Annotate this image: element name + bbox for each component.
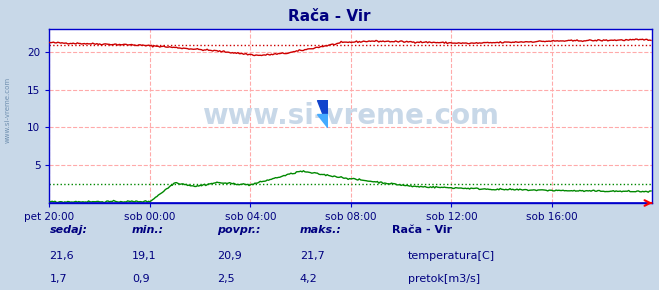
Text: 4,2: 4,2: [300, 274, 318, 284]
Text: temperatura[C]: temperatura[C]: [408, 251, 495, 261]
Polygon shape: [317, 100, 328, 128]
Polygon shape: [317, 114, 328, 128]
Text: 20,9: 20,9: [217, 251, 243, 261]
Text: sedaj:: sedaj:: [49, 225, 88, 235]
Text: Rača - Vir: Rača - Vir: [392, 225, 452, 235]
Text: povpr.:: povpr.:: [217, 225, 261, 235]
Text: www.si-vreme.com: www.si-vreme.com: [5, 77, 11, 143]
Text: 0,9: 0,9: [132, 274, 150, 284]
Text: min.:: min.:: [132, 225, 164, 235]
Text: pretok[m3/s]: pretok[m3/s]: [408, 274, 480, 284]
Text: 1,7: 1,7: [49, 274, 67, 284]
Text: 2,5: 2,5: [217, 274, 235, 284]
Text: maks.:: maks.:: [300, 225, 342, 235]
Text: www.si-vreme.com: www.si-vreme.com: [202, 102, 500, 130]
Text: 21,7: 21,7: [300, 251, 325, 261]
Text: 21,6: 21,6: [49, 251, 74, 261]
Text: 19,1: 19,1: [132, 251, 156, 261]
Text: Rača - Vir: Rača - Vir: [288, 9, 371, 24]
